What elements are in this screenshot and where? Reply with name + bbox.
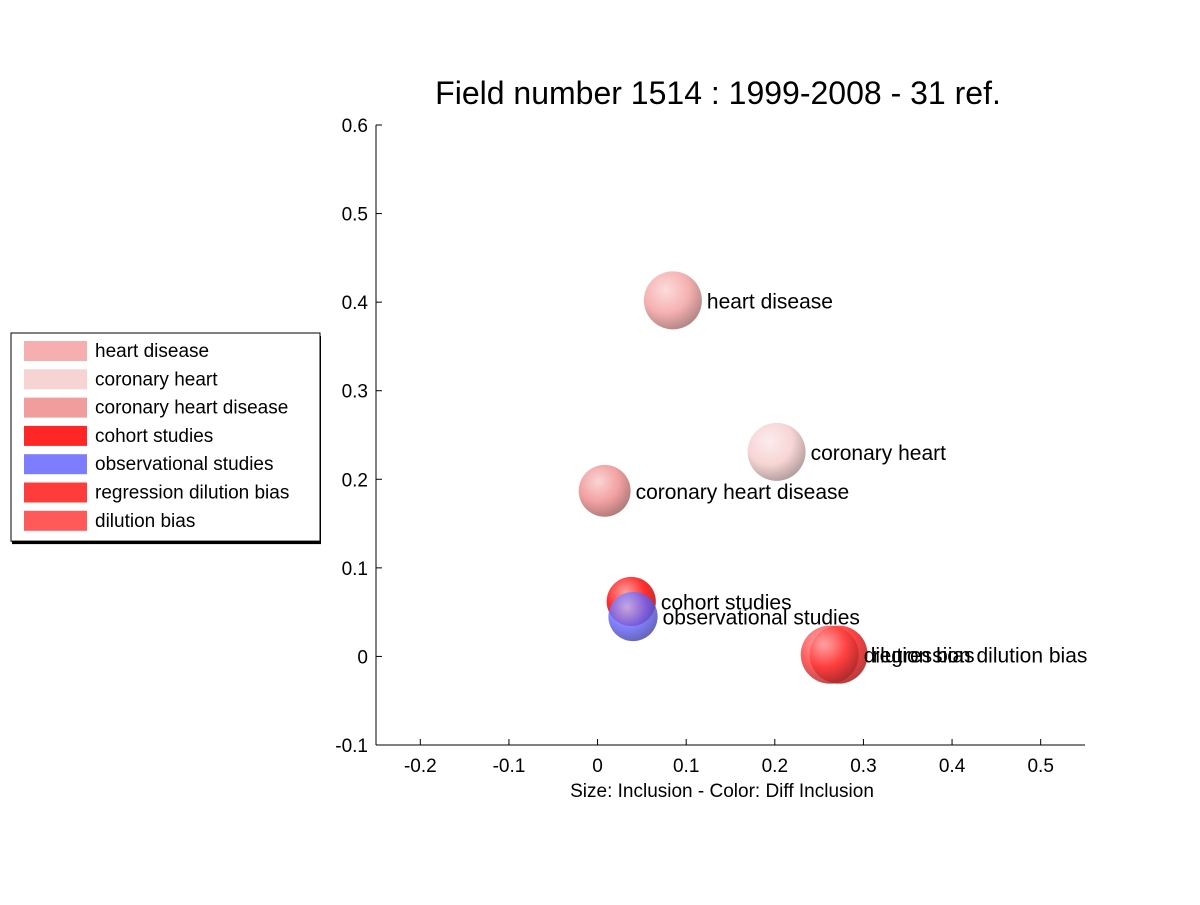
bubble-label: dilution bias — [864, 645, 975, 668]
y-tick-label: 0.2 — [342, 470, 368, 491]
legend-entry: coronary heart — [95, 369, 218, 390]
y-tick-label: 0.6 — [342, 116, 368, 137]
y-tick-label: 0.4 — [342, 293, 369, 314]
bubble-point — [800, 625, 859, 684]
y-tick-label: 0.1 — [342, 559, 368, 580]
legend-swatch — [24, 369, 87, 390]
x-tick-label: 0.2 — [762, 756, 788, 777]
bubble-point — [747, 422, 806, 481]
legend-entry: heart disease — [95, 341, 209, 362]
legend-entry: regression dilution bias — [95, 483, 289, 504]
x-tick-label: 0.4 — [939, 756, 966, 777]
bubble-label: cohort studies — [661, 592, 792, 615]
y-tick-label: 0 — [357, 647, 368, 668]
y-tick-label: -0.1 — [335, 736, 368, 757]
bubble-label: coronary heart — [811, 442, 947, 465]
legend-swatch — [24, 397, 87, 418]
x-tick-label: -0.2 — [404, 756, 437, 777]
legend-swatch — [24, 425, 87, 446]
bubble-label: regression dilution bias — [873, 645, 1088, 668]
legend-entry: dilution bias — [95, 511, 195, 532]
x-tick-label: 0 — [592, 756, 603, 777]
x-tick-label: 0.3 — [850, 756, 876, 777]
legend: heart disease coronary heart coronary hear… — [10, 332, 321, 545]
legend-entry: coronary heart disease — [95, 398, 288, 419]
legend-swatch — [24, 341, 87, 361]
axes: -0.2 -0.1 0 0.1 0.2 0.3 0.4 0.5 -0.1 0 0.1 0.2 0.3 0.… — [335, 116, 1085, 777]
y-tick-label: 0.3 — [342, 382, 368, 403]
bubble-labels: heart disease coronary heart coronary hear… — [636, 290, 1088, 667]
legend-swatch — [24, 510, 87, 531]
x-tick-label: 0.1 — [673, 756, 699, 777]
x-tick-label: 0.5 — [1027, 756, 1053, 777]
bubble-label: heart disease — [707, 290, 833, 313]
legend-swatch — [24, 482, 87, 503]
bubble-label: coronary heart disease — [636, 481, 850, 504]
bubble-label: observational studies — [663, 607, 860, 630]
legend-entry: observational studies — [95, 454, 274, 475]
chart-title: Field number 1514 : 1999-2008 - 31 ref. — [435, 75, 1001, 111]
bubble-point — [578, 464, 631, 517]
bubbles — [578, 271, 868, 684]
x-tick-label: -0.1 — [493, 756, 526, 777]
bubble-point — [608, 591, 658, 642]
legend-swatch — [24, 454, 87, 475]
y-tick-label: 0.5 — [342, 205, 368, 226]
legend-entry: cohort studies — [95, 426, 213, 447]
x-axis-label: Size: Inclusion - Color: Diff Inclusion — [570, 781, 874, 802]
bubble-point — [643, 271, 702, 330]
